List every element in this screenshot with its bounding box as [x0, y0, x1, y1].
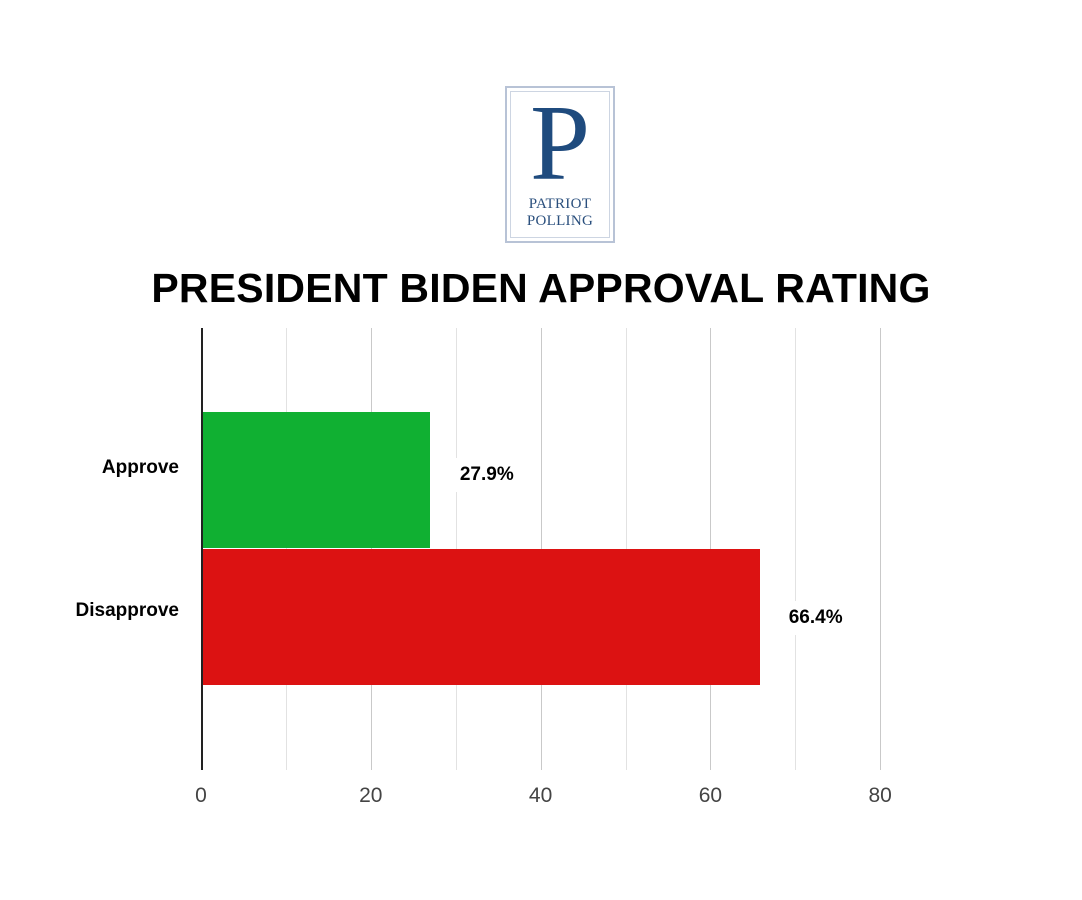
category-label-disapprove: Disapprove	[75, 600, 179, 621]
bar-disapprove	[201, 549, 760, 685]
chart-title: PRESIDENT BIDEN APPROVAL RATING	[151, 265, 931, 311]
logo-text-line1: PATRIOT	[528, 196, 592, 212]
category-label-approve: Approve	[101, 457, 179, 478]
x-tick-label: 40	[528, 784, 553, 807]
x-tick-label: 60	[698, 784, 723, 807]
x-tick-label: 0	[195, 784, 207, 807]
gridline	[880, 328, 882, 770]
plot-area: 27.9% 66.4%	[201, 328, 921, 770]
value-label-approve: 27.9%	[455, 458, 518, 492]
logo-inner-border	[510, 91, 610, 238]
y-axis-line	[201, 328, 203, 770]
x-tick-label: 20	[359, 784, 383, 807]
patriot-polling-logo: P PATRIOT POLLING	[505, 86, 615, 243]
bar-approve	[201, 412, 430, 548]
logo-text-line2: POLLING	[526, 213, 594, 229]
x-tick-label: 80	[868, 784, 892, 807]
logo-letter: P	[529, 84, 591, 203]
value-label-disapprove: 66.4%	[784, 601, 847, 635]
gridline	[795, 328, 797, 770]
